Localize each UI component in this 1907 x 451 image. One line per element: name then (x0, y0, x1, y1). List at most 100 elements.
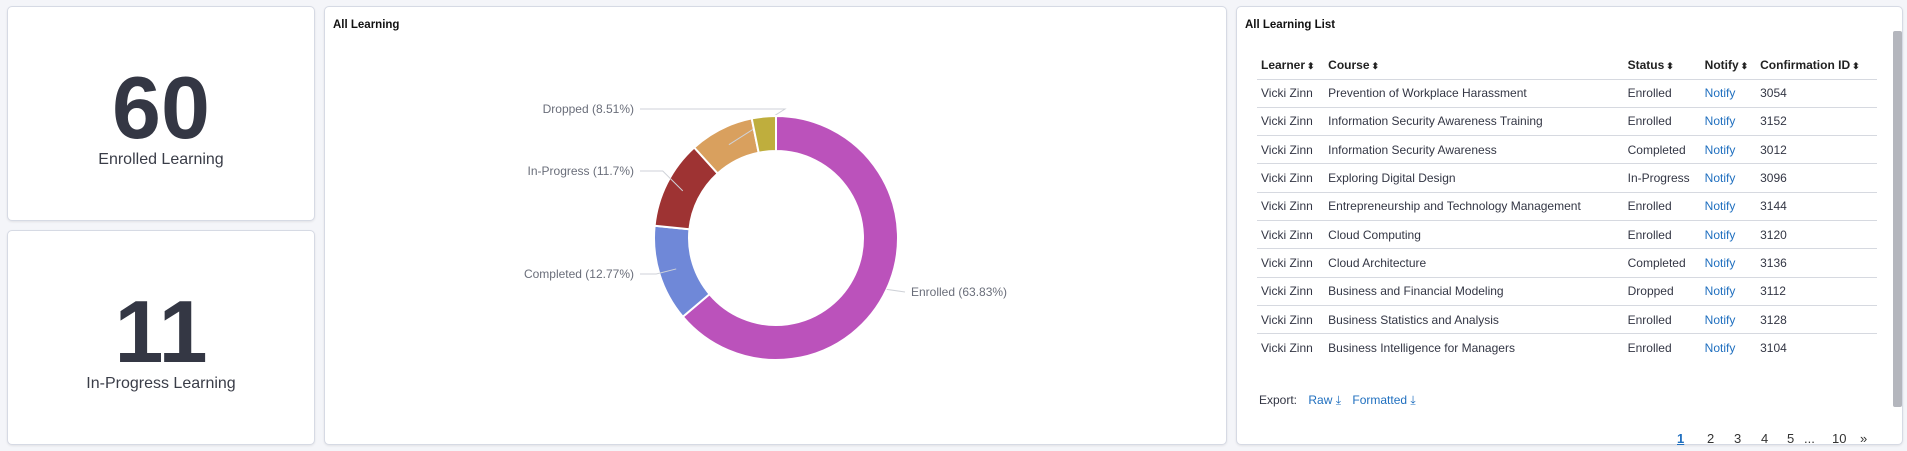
learning-table: Learner ⬍ Course ⬍ Status ⬍ Notify ⬍ Confirmatio… (1257, 51, 1877, 362)
notify-link[interactable]: Notify (1704, 341, 1736, 356)
table-cell: Enrolled (1623, 192, 1701, 221)
table-cell: 3120 (1756, 220, 1877, 250)
table-row: Vicki Zinn Prevention of Workplace Harass… (1257, 79, 1877, 108)
sort-icon: ⬍ (1852, 60, 1860, 71)
notify-link[interactable]: Notify (1700, 277, 1757, 306)
sort-icon: ⬍ (1371, 60, 1380, 71)
next-page-button[interactable]: » (1860, 431, 1868, 446)
table-cell: Dropped (1623, 277, 1701, 306)
table-cell: 3144 (1756, 192, 1877, 221)
notify-link[interactable]: Notify (1700, 248, 1757, 278)
kpi-label: In-Progress Learning (86, 375, 236, 392)
table-cell: Vicki Zinn (1257, 248, 1325, 278)
donut-slice[interactable] (681, 114, 899, 361)
notify-link[interactable]: Notify (1700, 192, 1757, 221)
page-1[interactable]: 1 (1677, 431, 1685, 446)
table-cell: Vicki Zinn (1257, 135, 1325, 165)
table-cell: Enrolled (1623, 220, 1701, 250)
page-10[interactable]: 10 (1832, 431, 1847, 446)
column-header[interactable]: Confirmation ID ⬍ (1756, 51, 1877, 80)
donut-chart: Enrolled (63.83%) Completed (12.77%) In-Pr… (524, 102, 1007, 361)
column-label: Notify (1704, 57, 1739, 72)
column-header[interactable]: Learner ⬍ (1257, 51, 1325, 80)
table-cell: Prevention of Workplace Harassment (1324, 79, 1624, 108)
export-raw-link[interactable]: Raw ⤓ (1308, 393, 1341, 407)
scrollbar[interactable] (1893, 31, 1902, 407)
table-cell: Exploring Digital Design (1324, 163, 1624, 193)
export-label: Export: (1259, 393, 1298, 407)
table-cell: Entrepreneurship and Technology Manageme… (1324, 192, 1624, 221)
table-cell: Enrolled (1627, 341, 1672, 356)
table-cell: 3152 (1756, 107, 1877, 137)
notify-link[interactable]: Notify (1700, 220, 1757, 250)
column-header[interactable]: Course ⬍ (1324, 51, 1624, 80)
table-cell: 3012 (1756, 135, 1877, 165)
table-cell: Enrolled (1623, 107, 1701, 137)
kpi-value: 60 (112, 58, 210, 157)
page-2[interactable]: 2 (1707, 431, 1715, 446)
notify-link[interactable]: Notify (1700, 305, 1757, 335)
download-icon: ⤓ (1410, 393, 1416, 407)
column-header[interactable]: Status ⬍ (1623, 51, 1701, 80)
export-formatted-label: Formatted (1352, 393, 1408, 407)
table-cell: Vicki Zinn (1257, 192, 1325, 221)
table-row: Vicki Zinn Business Statistics and Analys… (1257, 305, 1877, 335)
table-row: Vicki Zinn Information Security Awareness… (1257, 135, 1877, 165)
table-cell: 3128 (1756, 305, 1877, 335)
column-label: Confirmation ID (1760, 57, 1851, 72)
notify-link[interactable]: Notify (1700, 163, 1757, 193)
slice-label: In-Progress (11.7%) (528, 164, 634, 178)
label-leader-line (886, 288, 906, 293)
column-label: Course (1328, 57, 1370, 72)
table-cell: Cloud Architecture (1324, 248, 1624, 278)
export-formatted-link[interactable]: Formatted ⤓ (1352, 393, 1415, 407)
table-cell: 3096 (1756, 163, 1877, 193)
column-header[interactable]: Notify ⬍ (1700, 51, 1757, 80)
notify-link[interactable]: Notify (1700, 107, 1757, 137)
notify-link[interactable]: Notify (1700, 135, 1757, 165)
notify-link[interactable]: Notify (1700, 79, 1757, 108)
donut-slice[interactable] (750, 114, 777, 154)
table-cell: In-Progress (1623, 163, 1701, 193)
table-cell: Completed (1623, 248, 1701, 278)
table-row: Vicki Zinn Information Security Awareness… (1257, 107, 1877, 137)
table-cell: Business and Financial Modeling (1324, 277, 1624, 306)
export-raw-label: Raw (1308, 393, 1333, 407)
label-leader-line (640, 170, 684, 192)
sort-icon: ⬍ (1307, 60, 1315, 71)
sort-icon: ⬍ (1666, 60, 1674, 71)
page-3[interactable]: 3 (1734, 431, 1742, 446)
label-leader-line (640, 268, 677, 275)
table-cell: Completed (1623, 135, 1701, 165)
download-icon: ⤓ (1335, 393, 1342, 407)
slice-label: Enrolled (63.83%) (911, 285, 1007, 299)
kpi-enrolled-card: 60 Enrolled Learning (7, 6, 315, 221)
panel-title: All Learning (333, 19, 400, 31)
table-cell: Business Intelligence for Managers (1328, 341, 1515, 356)
kpi-label: Enrolled Learning (98, 151, 224, 168)
column-label: Learner (1261, 57, 1306, 72)
page-4[interactable]: 4 (1761, 431, 1769, 446)
page-5[interactable]: 5 (1787, 431, 1795, 446)
table-cell: Cloud Computing (1324, 220, 1624, 250)
sort-icon: ⬍ (1740, 60, 1749, 71)
table-cell: Enrolled (1623, 79, 1701, 108)
table-cell: Vicki Zinn (1261, 341, 1313, 356)
table-cell: Vicki Zinn (1257, 220, 1325, 250)
table-row: Vicki Zinn Cloud Architecture Completed Not… (1257, 248, 1877, 278)
table-cell: Information Security Awareness Training (1324, 107, 1624, 137)
panel-title: All Learning List (1245, 19, 1336, 31)
table-cell: 3136 (1756, 248, 1877, 278)
table-cell: Information Security Awareness (1324, 135, 1624, 165)
table-cell: 3112 (1756, 277, 1877, 306)
pagination-ellipsis: ... (1804, 431, 1815, 446)
table-row: Vicki Zinn Business and Financial Modelin… (1257, 277, 1877, 306)
all-learning-panel: All Learning Enrolled (63.83%) Completed … (324, 6, 1227, 445)
table-row: Vicki Zinn Exploring Digital Design In-Pro… (1257, 163, 1877, 193)
kpi-value: 11 (114, 282, 208, 381)
slice-label: Dropped (8.51%) (543, 102, 634, 116)
table-cell: Vicki Zinn (1257, 305, 1325, 335)
table-cell: Business Statistics and Analysis (1324, 305, 1624, 335)
table-cell: Vicki Zinn (1257, 79, 1325, 108)
table-row: Vicki Zinn Cloud Computing Enrolled Notify 3… (1257, 220, 1877, 250)
